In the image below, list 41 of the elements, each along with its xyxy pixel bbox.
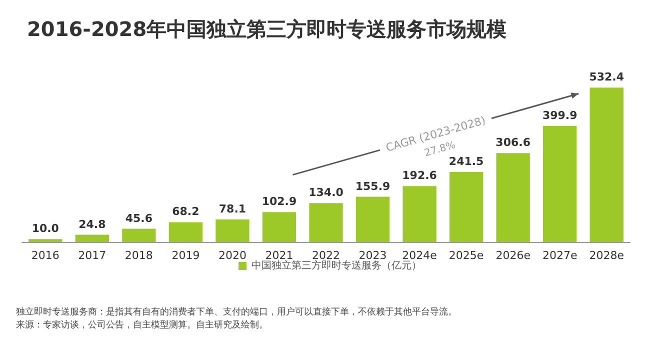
x-tick-label: 2025e [448, 249, 484, 262]
data-label: 532.4 [589, 70, 624, 84]
bar [262, 212, 296, 242]
bar [356, 196, 390, 242]
data-label: 10.0 [32, 222, 60, 236]
x-tick-label: 2024e [402, 249, 438, 262]
data-label: 78.1 [218, 202, 246, 216]
data-label: 68.2 [172, 205, 200, 218]
data-label: 24.8 [78, 218, 106, 231]
legend-label: 中国独立第三方即时专送服务（亿元） [252, 260, 422, 272]
chart-title: 2016-2028年中国独立第三方即时专送服务市场规模 [27, 17, 507, 41]
x-tick-label: 2023 [358, 249, 387, 262]
data-label: 306.6 [496, 136, 531, 150]
bar [309, 203, 343, 242]
bar [122, 228, 156, 242]
x-tick-label: 2027e [542, 249, 578, 262]
data-label: 102.9 [262, 195, 297, 208]
bar [496, 153, 530, 242]
bar [543, 126, 577, 242]
x-tick-label: 2020 [218, 249, 246, 262]
bar [28, 239, 62, 242]
x-tick-label: 2016 [31, 249, 60, 262]
x-tick-label: 2026e [496, 249, 531, 262]
bar [168, 222, 203, 242]
x-tick-label: 2017 [78, 249, 106, 262]
bar [216, 219, 250, 242]
bar [590, 88, 624, 242]
bar [449, 172, 484, 242]
data-label: 241.5 [448, 154, 484, 168]
data-label: 45.6 [125, 212, 153, 225]
data-label: 192.6 [402, 169, 438, 182]
text: 独立即时专送服务商：是指其有自有的消费者下单、支付的端口，用户可以直接下单，不依赖于其他平台导流。 [16, 306, 457, 318]
x-tick-label: 2019 [172, 249, 200, 262]
bar [75, 234, 109, 242]
data-label: 399.9 [542, 109, 578, 122]
bar [402, 186, 436, 242]
data-label: 134.0 [308, 186, 344, 200]
x-tick-label: 2028e [589, 249, 624, 262]
x-tick-label: 2018 [124, 249, 153, 262]
source-note: 来源：专家访谈，公司公告，自主模型测算。自主研究及绘制。 [16, 320, 268, 330]
data-label: 155.9 [355, 180, 390, 193]
